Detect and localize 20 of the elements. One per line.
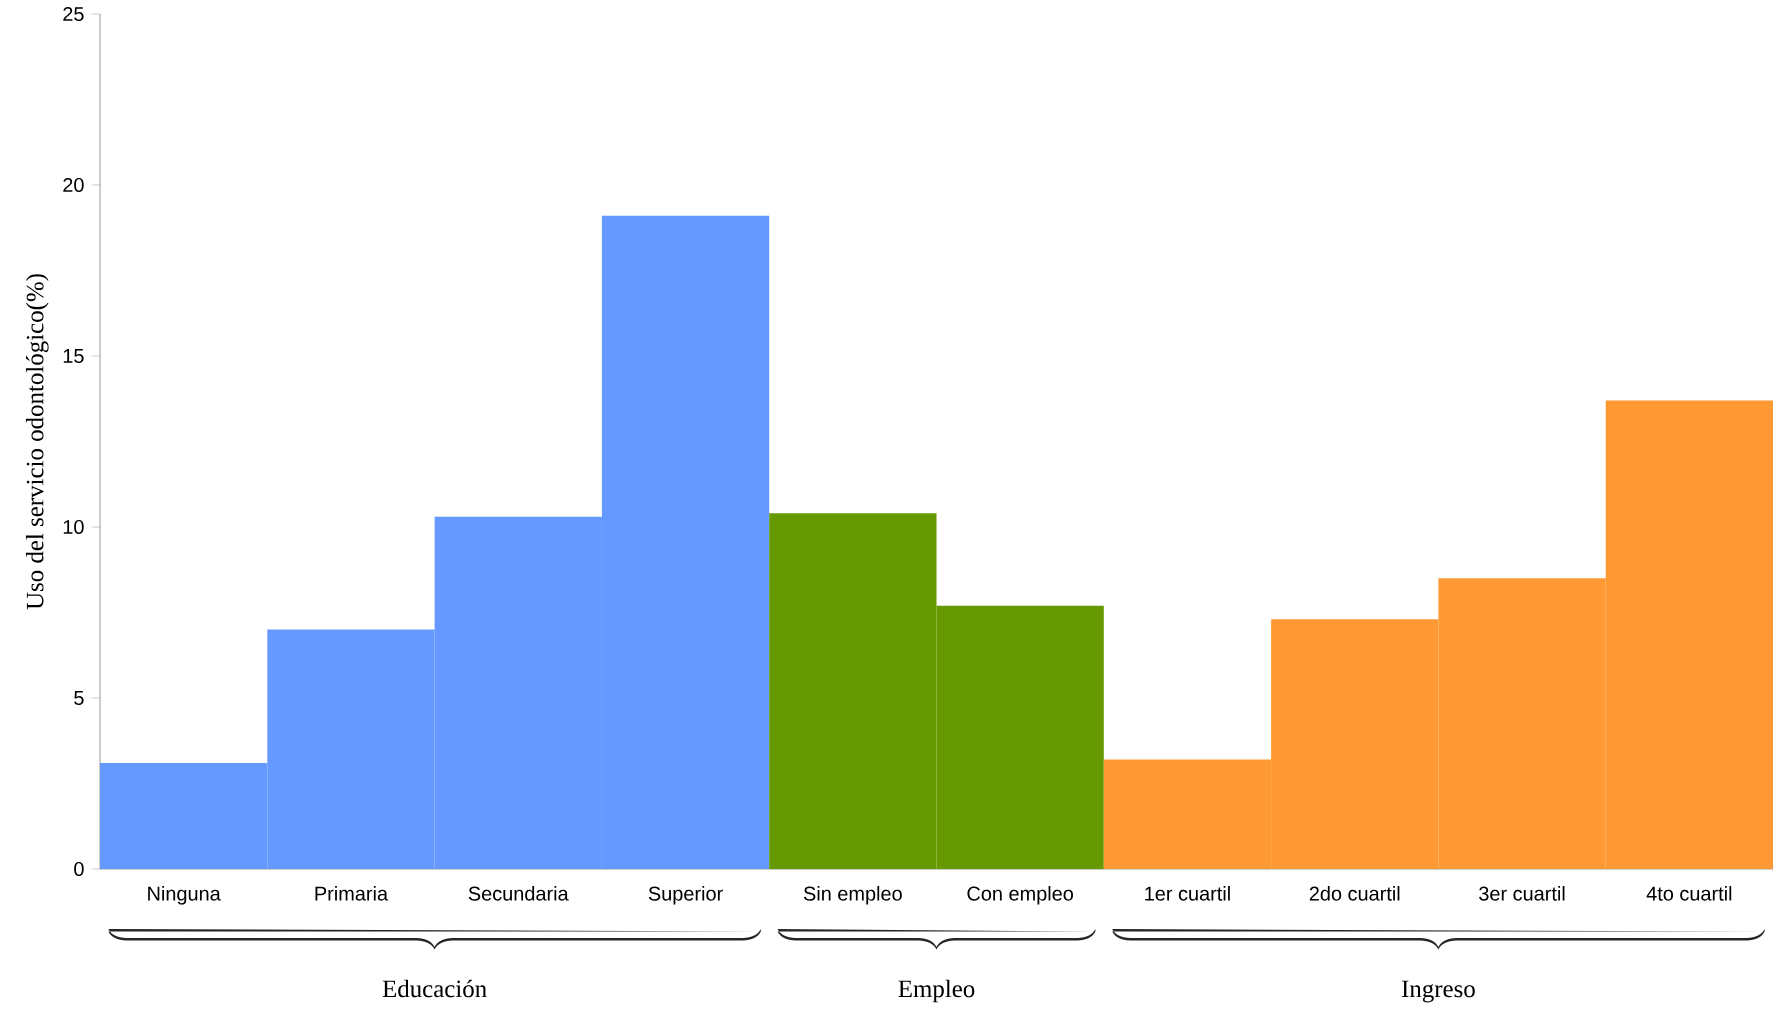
y-tick-label: 10 <box>63 519 84 535</box>
x-tick-label: 3er cuartil <box>1479 886 1565 901</box>
x-tick-label: Con empleo <box>967 886 1073 905</box>
x-tick-label: Superior <box>648 886 723 905</box>
y-axis-title: Uso del servicio odontológico(%) <box>25 274 49 610</box>
x-tick-label: 1er cuartil <box>1145 886 1230 901</box>
x-tick-label: Sin empleo <box>803 886 902 905</box>
text: Ingreso <box>1401 980 1475 1003</box>
text: Empleo <box>898 979 975 1003</box>
y-tick-label: 20 <box>63 177 84 193</box>
y-tick-label: 25 <box>63 6 84 22</box>
x-tick-label: Ninguna <box>148 886 221 905</box>
x-tick-label: Secundaria <box>468 886 569 901</box>
x-tick-label: 2do cuartil <box>1309 886 1400 901</box>
x-tick-label: Primaria <box>315 886 389 901</box>
y-tick-label: 0 <box>74 861 84 877</box>
x-tick-label: 4to cuartil <box>1646 886 1732 901</box>
y-tick-label: 5 <box>74 691 84 705</box>
y-tick-label: 15 <box>63 349 84 363</box>
text: Educación <box>382 979 487 998</box>
